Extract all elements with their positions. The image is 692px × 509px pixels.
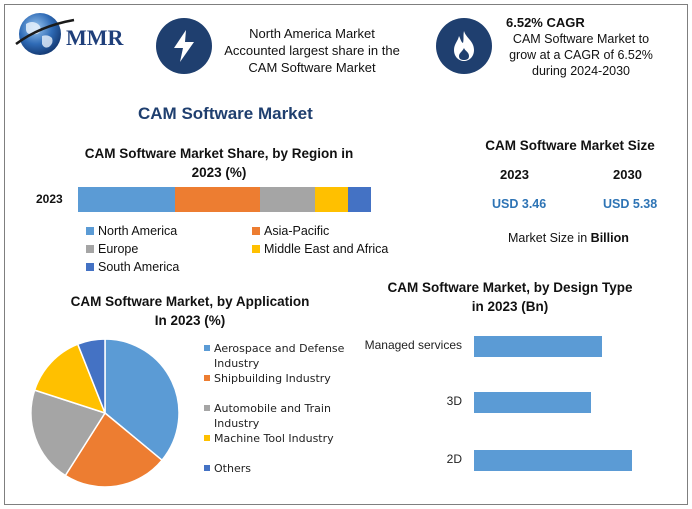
region-bar-segment bbox=[347, 187, 371, 212]
region-chart-title: CAM Software Market Share, by Region in … bbox=[60, 144, 378, 182]
pie-slice bbox=[64, 411, 164, 488]
year-2030: 2030 bbox=[613, 167, 642, 182]
flame-icon bbox=[454, 31, 474, 61]
page-title: CAM Software Market bbox=[138, 104, 313, 123]
design-title-line: in 2023 (Bn) bbox=[471, 299, 549, 314]
legend-swatch bbox=[204, 345, 210, 351]
pie-slice bbox=[76, 338, 106, 414]
legend-swatch bbox=[252, 245, 260, 253]
region-legend: North America Asia-Pacific Europe Middle Ea… bbox=[86, 224, 406, 278]
legend-label-line: Shipbuilding Industry bbox=[214, 372, 331, 385]
mmr-logo: MMR bbox=[14, 10, 139, 58]
legend-label: Shipbuilding Industry bbox=[214, 371, 331, 386]
design-bar bbox=[474, 450, 632, 471]
region-bar-segment bbox=[78, 187, 175, 212]
legend-label: Aerospace and Defense Industry bbox=[214, 341, 344, 371]
legend-label: North America bbox=[98, 224, 178, 238]
application-legend-item: Others bbox=[204, 461, 251, 476]
region-legend-item: Middle East and Africa bbox=[252, 242, 388, 256]
design-bar bbox=[474, 336, 602, 357]
market-size-title: CAM Software Market Size bbox=[485, 138, 655, 153]
region-bar-segment bbox=[259, 187, 316, 212]
region-legend-item: North America bbox=[86, 224, 177, 238]
highlight2-line: grow at a CAGR of 6.52% bbox=[509, 48, 653, 62]
lightning-icon bbox=[174, 30, 194, 62]
application-legend-item: Aerospace and Defense Industry bbox=[204, 341, 344, 371]
application-pie-chart bbox=[30, 338, 180, 488]
market-size-2023-value: USD 3.46 bbox=[492, 197, 547, 211]
legend-swatch bbox=[86, 245, 94, 253]
legend-label: Others bbox=[214, 461, 251, 476]
application-legend-item: Automobile and Train Industry bbox=[204, 401, 331, 431]
legend-label-line: Others bbox=[214, 462, 251, 475]
legend-swatch bbox=[86, 263, 94, 271]
application-legend-item: Shipbuilding Industry bbox=[204, 371, 331, 386]
highlight-cagr: 6.52% CAGR CAM Software Market to grow a… bbox=[506, 15, 656, 79]
legend-label: Asia-Pacific bbox=[264, 224, 330, 238]
legend-label: Machine Tool Industry bbox=[214, 431, 334, 446]
cagr-title: 6.52% CAGR bbox=[506, 15, 585, 30]
highlight2-line: during 2024-2030 bbox=[532, 64, 630, 78]
unit-note-prefix: Market Size in bbox=[508, 231, 591, 245]
legend-label: Automobile and Train Industry bbox=[214, 401, 331, 431]
legend-label-line: Industry bbox=[214, 417, 260, 430]
globe-icon bbox=[15, 13, 75, 55]
legend-swatch bbox=[252, 227, 260, 235]
pie-slice bbox=[33, 343, 107, 415]
design-category-label: 3D bbox=[446, 394, 462, 408]
legend-label: South America bbox=[98, 260, 180, 274]
legend-swatch bbox=[204, 375, 210, 381]
legend-label: Europe bbox=[98, 242, 139, 256]
pie-slice bbox=[30, 389, 107, 477]
region-legend-item: South America bbox=[86, 260, 179, 274]
pie-slice bbox=[104, 338, 180, 462]
legend-label-line: Automobile and Train bbox=[214, 402, 331, 415]
design-chart-title: CAM Software Market, by Design Type in 2… bbox=[380, 278, 640, 316]
unit-note-bold: Billion bbox=[590, 231, 629, 245]
highlight2-line: CAM Software Market to bbox=[512, 32, 650, 46]
highlight-north-america: North America Market Accounted largest s… bbox=[212, 25, 412, 76]
design-category-label: Managed services bbox=[364, 338, 462, 352]
legend-swatch bbox=[204, 435, 210, 441]
region-bar-segment bbox=[174, 187, 260, 212]
region-legend-item: Asia-Pacific bbox=[252, 224, 329, 238]
design-bar-chart: Managed services 3D 2D bbox=[360, 322, 680, 492]
year-2023: 2023 bbox=[500, 167, 529, 182]
legend-label-line: Industry bbox=[214, 357, 260, 370]
legend-swatch bbox=[204, 465, 210, 471]
region-legend-item: Europe bbox=[86, 242, 138, 256]
lightning-badge bbox=[156, 18, 212, 74]
application-chart-title: CAM Software Market, by Application In 2… bbox=[50, 292, 330, 330]
legend-label-line: Machine Tool Industry bbox=[214, 432, 334, 445]
design-category-label: 2D bbox=[446, 452, 462, 466]
highlight1-line: North America Market bbox=[249, 26, 375, 41]
highlight1-line: Accounted largest share in the bbox=[224, 43, 400, 58]
region-bar-segment bbox=[315, 187, 348, 212]
design-bar bbox=[474, 392, 591, 413]
region-category-label: 2023 bbox=[36, 192, 63, 206]
region-title-line: CAM Software Market Share, by Region in bbox=[84, 146, 354, 161]
region-stacked-bar bbox=[78, 187, 371, 212]
flame-badge bbox=[436, 18, 492, 74]
application-legend-item: Machine Tool Industry bbox=[204, 431, 334, 446]
design-title-line: CAM Software Market, by Design Type bbox=[387, 280, 633, 295]
legend-swatch bbox=[204, 405, 210, 411]
highlight1-line: CAM Software Market bbox=[248, 60, 376, 75]
legend-label: Middle East and Africa bbox=[264, 242, 389, 256]
application-title-line: CAM Software Market, by Application bbox=[70, 294, 310, 309]
legend-swatch bbox=[86, 227, 94, 235]
application-title-line: In 2023 (%) bbox=[154, 313, 226, 328]
market-size-unit-note: Market Size in Billion bbox=[508, 231, 629, 245]
market-size-2030-value: USD 5.38 bbox=[603, 197, 658, 211]
region-title-line: 2023 (%) bbox=[191, 165, 247, 180]
logo-text: MMR bbox=[66, 25, 124, 50]
legend-label-line: Aerospace and Defense bbox=[214, 342, 345, 355]
